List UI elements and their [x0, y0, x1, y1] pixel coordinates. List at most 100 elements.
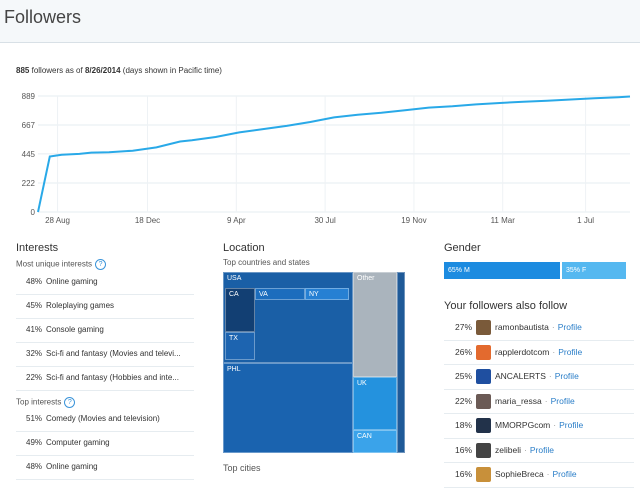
y-tick-label: 667	[22, 121, 36, 130]
profile-link[interactable]: Profile	[557, 322, 582, 332]
also-follow-row: 18% MMORPGcom · Profile	[444, 414, 634, 439]
y-tick-label: 445	[22, 150, 36, 159]
gender-male-segment[interactable]: 65% M	[444, 262, 560, 279]
gender-bar: 65% M 35% F	[444, 262, 626, 279]
interest-percent: 48%	[26, 277, 43, 286]
profile-link[interactable]: Profile	[529, 444, 554, 455]
tile-tx[interactable]: TX	[225, 332, 255, 360]
unique-interests-list: 48% Online gaming 45% Roleplaying games 41% C…	[16, 271, 194, 391]
gender-female-segment[interactable]: 35% F	[562, 262, 626, 279]
account-name[interactable]: ANCALERTS	[495, 371, 546, 381]
also-follow-row: 25% ANCALERTS · Profile	[444, 365, 634, 390]
follow-percent: 25%	[454, 371, 472, 381]
follow-percent: 26%	[454, 346, 472, 357]
y-tick-label: 889	[22, 92, 36, 101]
interest-label: Console gaming	[46, 325, 104, 334]
tile-ny[interactable]: NY	[305, 288, 349, 300]
interest-label: Sci-fi and fantasy (Hobbies and inte...	[46, 373, 179, 382]
interest-label: Comedy (Movies and television)	[46, 414, 160, 423]
separator: ·	[551, 322, 555, 332]
followers-series-line[interactable]	[37, 95, 631, 213]
interests-title: Interests	[16, 242, 59, 254]
x-tick-label: 18 Dec	[135, 216, 160, 225]
separator: ·	[548, 371, 552, 381]
account-name[interactable]: MMORPGcom	[495, 420, 551, 430]
interest-row[interactable]: 45% Roleplaying games	[16, 295, 194, 319]
interest-row[interactable]: 41% Console gaming	[16, 319, 194, 343]
help-icon[interactable]: ?	[95, 259, 107, 270]
summary-note: (days shown in Pacific time)	[122, 66, 222, 75]
x-tick-label: 11 Mar	[491, 216, 516, 225]
account-name[interactable]: SophieBreca	[495, 469, 544, 479]
top-cities-label: Top cities	[223, 463, 261, 473]
tile-uk[interactable]: UK	[353, 377, 397, 430]
profile-link[interactable]: Profile	[554, 371, 579, 381]
avatar[interactable]	[476, 344, 491, 360]
follow-percent: 16%	[454, 444, 472, 455]
also-follow-row: 26% rapplerdotcom · Profile	[444, 341, 634, 365]
interest-percent: 51%	[26, 414, 43, 423]
tile-phl[interactable]: PHL	[223, 363, 353, 453]
interest-percent: 32%	[26, 349, 43, 358]
followers-line-chart: 889 667 445 222 0 28 Aug 18 Dec 9 Apr 30 Jul 19 N…	[22, 92, 631, 225]
x-tick-label: 28 Aug	[45, 216, 70, 225]
followers-summary: 885 followers as of 8/26/2014 (days show…	[16, 66, 222, 75]
interest-label: Computer gaming	[46, 438, 110, 447]
x-tick-label: 30 Jul	[314, 216, 336, 225]
interest-percent: 48%	[26, 462, 43, 471]
avatar[interactable]	[476, 320, 491, 336]
account-name[interactable]: rapplerdotcom	[495, 346, 550, 357]
gender-title: Gender	[444, 242, 481, 254]
profile-link[interactable]: Profile	[559, 420, 584, 430]
help-icon[interactable]: ?	[64, 397, 76, 408]
y-tick-label: 222	[22, 179, 36, 188]
follow-percent: 22%	[454, 395, 472, 406]
avatar[interactable]	[476, 393, 491, 409]
interest-row[interactable]: 22% Sci-fi and fantasy (Hobbies and inte.…	[16, 367, 194, 391]
follow-percent: 18%	[454, 420, 472, 430]
tile-other[interactable]: Other	[353, 272, 397, 377]
interest-row[interactable]: 48% Online gaming	[16, 456, 194, 480]
tile-ca[interactable]: CA	[225, 288, 255, 332]
tile-can[interactable]: CAN	[353, 430, 397, 453]
profile-link[interactable]: Profile	[550, 395, 575, 406]
interest-row[interactable]: 48% Online gaming	[16, 271, 194, 295]
also-follow-row: 16% SophieBreca · Profile	[444, 463, 634, 488]
x-tick-label: 9 Apr	[227, 216, 246, 225]
avatar[interactable]	[476, 369, 491, 385]
separator: ·	[553, 420, 557, 430]
interest-label: Online gaming	[46, 462, 98, 471]
interest-row[interactable]: 51% Comedy (Movies and television)	[16, 408, 194, 432]
x-tick-label: 1 Jul	[577, 216, 594, 225]
interest-label: Roleplaying games	[46, 301, 115, 310]
also-follow-row: 27% ramonbautista · Profile	[444, 316, 634, 341]
page-title: Followers	[4, 7, 82, 27]
interest-percent: 41%	[26, 325, 43, 334]
interest-label: Sci-fi and fantasy (Movies and televi...	[46, 349, 181, 358]
account-name[interactable]: zelibeli	[495, 444, 521, 455]
separator: ·	[544, 395, 548, 406]
location-title: Location	[223, 242, 265, 254]
tile-misc[interactable]	[397, 272, 405, 453]
account-name[interactable]: maria_ressa	[495, 395, 542, 406]
interest-row[interactable]: 32% Sci-fi and fantasy (Movies and televi…	[16, 343, 194, 367]
interest-percent: 49%	[26, 438, 43, 447]
avatar[interactable]	[476, 467, 491, 483]
separator: ·	[552, 346, 556, 357]
also-follow-row: 16% zelibeli · Profile	[444, 439, 634, 463]
tile-va[interactable]: VA	[255, 288, 305, 300]
account-name[interactable]: ramonbautista	[495, 322, 549, 332]
location-treemap: USA CA VA NY TX PHL Other UK CAN	[223, 272, 405, 453]
follow-percent: 16%	[454, 469, 472, 479]
interest-row[interactable]: 49% Computer gaming	[16, 432, 194, 456]
profile-link[interactable]: Profile	[558, 346, 583, 357]
avatar[interactable]	[476, 418, 491, 434]
interest-label: Online gaming	[46, 277, 98, 286]
profile-link[interactable]: Profile	[552, 469, 577, 479]
also-follow-title: Your followers also follow	[444, 300, 568, 312]
interest-percent: 45%	[26, 301, 43, 310]
avatar[interactable]	[476, 442, 491, 458]
also-follow-row: 22% maria_ressa · Profile	[444, 390, 634, 414]
page-header: Followers	[0, 0, 640, 43]
x-tick-label: 19 Nov	[401, 216, 426, 225]
